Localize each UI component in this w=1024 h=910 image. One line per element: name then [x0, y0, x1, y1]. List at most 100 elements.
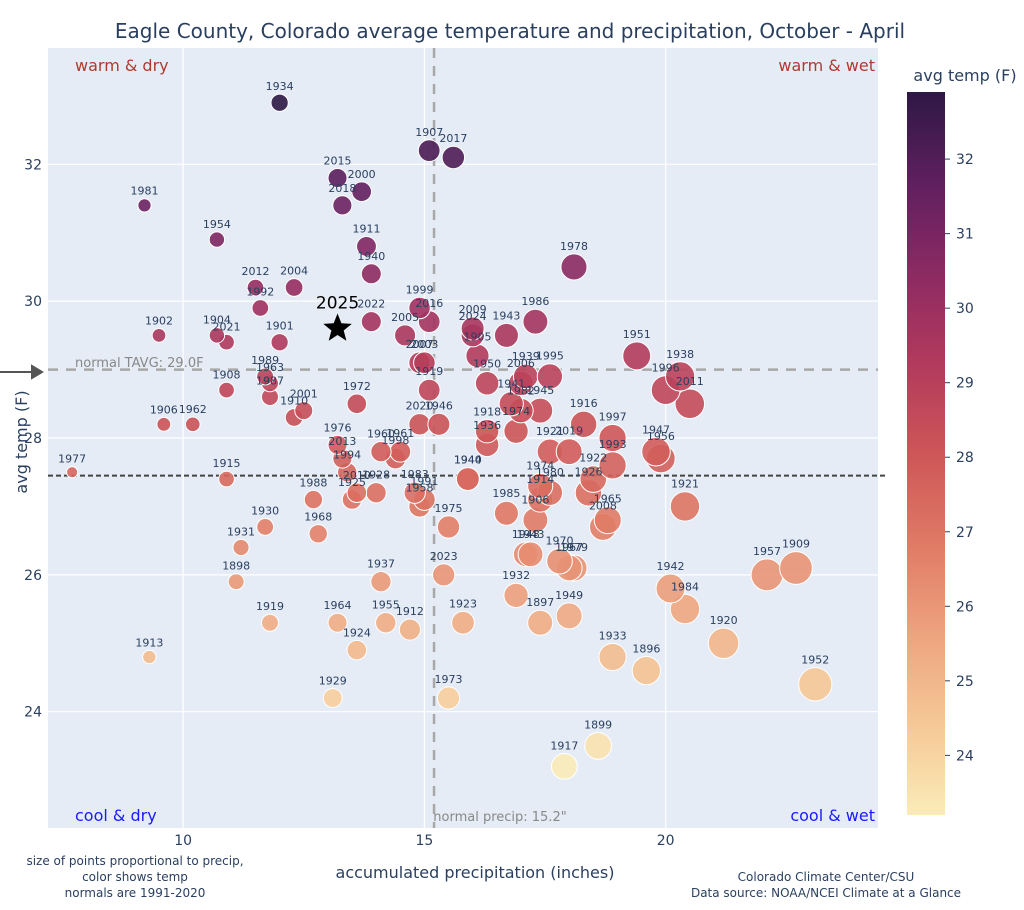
point-label: 1921	[671, 478, 699, 491]
point-label: 1918	[473, 405, 501, 418]
point-label: 1949	[555, 589, 583, 602]
point-label: 1940	[454, 454, 482, 467]
data-point	[517, 541, 544, 568]
point-label: 1988	[299, 476, 327, 489]
point-label: 1972	[343, 380, 371, 393]
point-label: 1974	[502, 405, 530, 418]
point-label: 1998	[381, 434, 409, 447]
point-label: 1934	[266, 80, 294, 93]
data-point	[522, 308, 549, 335]
data-point	[246, 278, 265, 297]
point-label: 1964	[324, 599, 352, 612]
data-point	[66, 466, 79, 479]
point-label: 1985	[492, 487, 520, 500]
chart-title: Eagle County, Colorado average temperatu…	[115, 19, 905, 43]
point-label: 2005	[391, 311, 419, 324]
point-label: 1937	[367, 558, 395, 571]
data-point	[546, 547, 573, 575]
point-label: 1915	[213, 457, 241, 470]
data-point	[327, 167, 348, 189]
data-point	[346, 482, 368, 504]
point-label: 1913	[135, 636, 163, 649]
point-label: 1910	[280, 395, 308, 408]
data-point	[294, 401, 314, 421]
point-label: 1968	[304, 511, 332, 524]
data-point	[394, 324, 417, 347]
normal-precip-label: normal precip: 15.2"	[433, 810, 566, 825]
data-point	[474, 418, 500, 444]
point-label: 1991	[410, 475, 438, 488]
point-label: 1906	[521, 494, 549, 507]
point-label: 1919	[415, 365, 443, 378]
data-point	[655, 573, 686, 604]
footnote-left-3: normals are 1991-2020	[65, 886, 206, 900]
point-label: 1958	[406, 482, 434, 495]
point-label: 2015	[324, 154, 352, 167]
data-point	[536, 363, 564, 390]
point-label: 1996	[652, 362, 680, 375]
data-point	[550, 753, 578, 780]
point-label: 2000	[348, 168, 376, 181]
point-label: 2018	[328, 182, 356, 195]
point-label: 2009	[459, 303, 487, 316]
point-label: 1922	[579, 452, 607, 465]
point-label: 1923	[449, 597, 477, 610]
data-point	[327, 434, 348, 455]
x-tick-label: 20	[657, 833, 675, 849]
point-label: 1989	[251, 354, 279, 367]
data-point	[560, 253, 588, 281]
point-label: 1940	[357, 250, 385, 263]
colorbar-ticks: 24 25 26 27 28 29 30 31 32	[945, 152, 974, 764]
point-label: 1942	[657, 560, 685, 573]
point-label: 1930	[251, 505, 279, 518]
point-label: 2019	[555, 425, 583, 438]
data-point	[622, 341, 652, 371]
point-label: 1917	[550, 740, 578, 753]
colorbar-tick-label: 25	[956, 674, 974, 690]
data-point	[151, 328, 167, 343]
point-label: 1941	[497, 378, 525, 391]
data-point	[270, 333, 289, 352]
point-label: 2024	[459, 310, 487, 323]
data-point	[750, 558, 784, 592]
point-label: 1926	[574, 465, 602, 478]
data-points	[66, 93, 833, 780]
point-label: 1924	[343, 626, 371, 639]
point-label: 1960	[367, 428, 395, 441]
point-label: 2001	[290, 388, 318, 401]
data-point	[360, 311, 382, 333]
data-point	[427, 412, 451, 436]
data-point	[436, 686, 461, 710]
point-label: 1951	[623, 328, 651, 341]
point-label: 1921	[536, 425, 564, 438]
normal-arrow-icon	[0, 364, 44, 380]
data-point	[474, 371, 500, 396]
point-label: 2013	[328, 435, 356, 448]
point-label: 1957	[753, 545, 781, 558]
data-point	[218, 470, 235, 488]
data-point	[503, 582, 529, 609]
point-label: 1976	[324, 421, 352, 434]
point-label: 1999	[406, 283, 434, 296]
point-label: 1901	[266, 320, 294, 333]
quadrant-cool-dry: cool & dry	[75, 806, 157, 825]
point-label: 1947	[642, 423, 670, 436]
y-tick-label: 26	[24, 568, 42, 584]
data-point	[308, 524, 328, 544]
point-label: 1943	[492, 309, 520, 322]
quadrant-cool-wet: cool & wet	[790, 806, 875, 825]
point-label: 1931	[227, 525, 255, 538]
data-point	[665, 361, 696, 392]
point-label: 1994	[333, 449, 361, 462]
point-label: 1944	[454, 454, 482, 467]
data-point	[346, 393, 368, 415]
point-label: 1982	[507, 384, 535, 397]
point-label: 1933	[599, 629, 627, 642]
point-label: 1987	[256, 374, 284, 387]
data-point	[403, 481, 426, 504]
point-label: 1936	[473, 419, 501, 432]
point-label: 1995	[536, 350, 564, 363]
point-label: 1963	[256, 361, 284, 374]
point-label: 1979	[560, 541, 588, 554]
